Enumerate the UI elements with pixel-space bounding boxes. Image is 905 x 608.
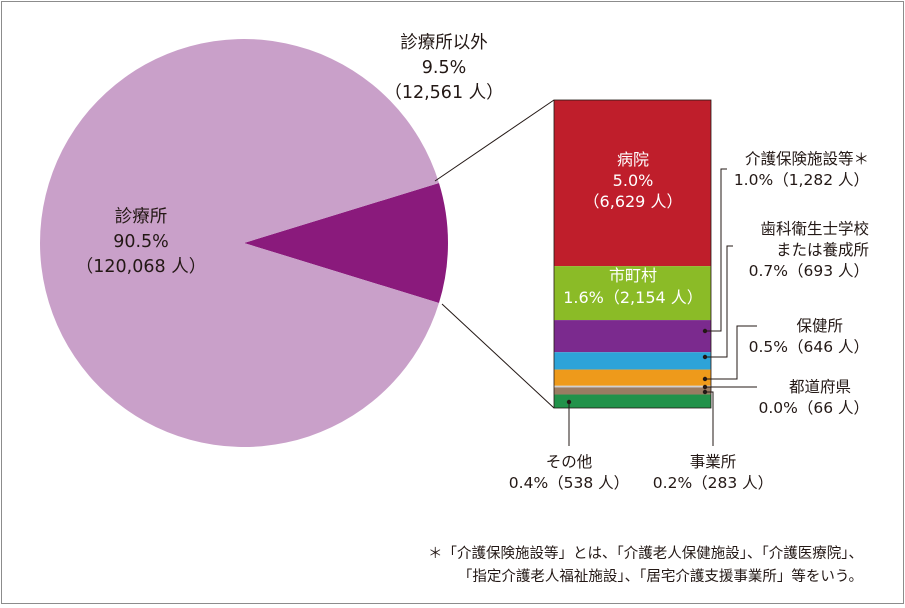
pie-slice-shinryojo [39,39,439,448]
label-todofuken-value: 0.0%（66 人） [758,399,869,417]
leader-kaigo [705,168,727,332]
pie-label-other-pct: 9.5% [422,58,466,78]
label-shika-name2: または養成所 [776,241,869,259]
bar-segment-todofuken [554,385,711,388]
bar-label-byoin-pct: 5.0% [613,171,654,190]
pie-label-shinryojo-pct: 90.5% [113,232,169,252]
pie-label-shinryojo-count: （120,068 人） [76,257,206,277]
bar-segment-byoin [554,100,711,267]
leader-hokenjo [705,325,757,380]
bar-label-shichoson-name: 市町村 [609,266,657,285]
footnote-line1: ＊「介護保険施設等」とは、「介護老人保健施設」、「介護医療院」、 [428,544,863,562]
bar-segment-jigyosho [554,387,711,395]
leader-jigyosho [705,391,714,446]
breakdown-bar-outline [553,99,712,409]
bar-segment-shichoson [554,266,711,321]
pie-slice-shinryojo-igai [244,183,448,303]
leader-dots [566,328,708,405]
connector-top [434,99,555,182]
label-shika-name1: 歯科衛生士学校 [760,220,869,238]
label-jigyosho-value: 0.2%（283 人） [653,474,773,492]
leader-shika [705,245,733,358]
label-sonota-name: その他 [546,453,593,471]
label-hokenjo-value: 0.5%（646 人） [749,338,869,356]
breakdown-bar [554,100,711,408]
bar-segment-hokenjo [554,369,711,386]
label-hokenjo-name: 保健所 [796,317,843,335]
connector-bottom [441,303,555,409]
bar-segment-kaigo [554,320,711,353]
label-todofuken-name: 都道府県 [789,378,851,396]
label-sonota-value: 0.4%（538 人） [509,474,629,492]
label-kaigo-name: 介護保険施設等＊ [745,150,869,168]
bar-label-shichoson-text: 1.6%（2,154 人） [563,288,703,307]
bar-label-byoin-name: 病院 [617,150,649,169]
label-shika-value: 0.7%（693 人） [749,262,869,280]
pie-chart [39,39,448,448]
label-kaigo-value: 1.0%（1,282 人） [734,171,869,189]
footnote-line2: 「指定介護老人福祉施設」、「居宅介護支援事業所」等をいう。 [458,567,863,585]
pie-label-shinryojo-name: 診療所 [115,207,168,227]
bar-segment-shika [554,352,711,370]
pie-label-other-name: 診療所以外 [400,33,488,53]
pie-label-other-count: （12,561 人） [384,83,503,103]
bar-segment-sonota [554,394,711,408]
label-jigyosho-name: 事業所 [690,453,737,471]
bar-label-byoin-count: （6,629 人） [584,192,683,211]
